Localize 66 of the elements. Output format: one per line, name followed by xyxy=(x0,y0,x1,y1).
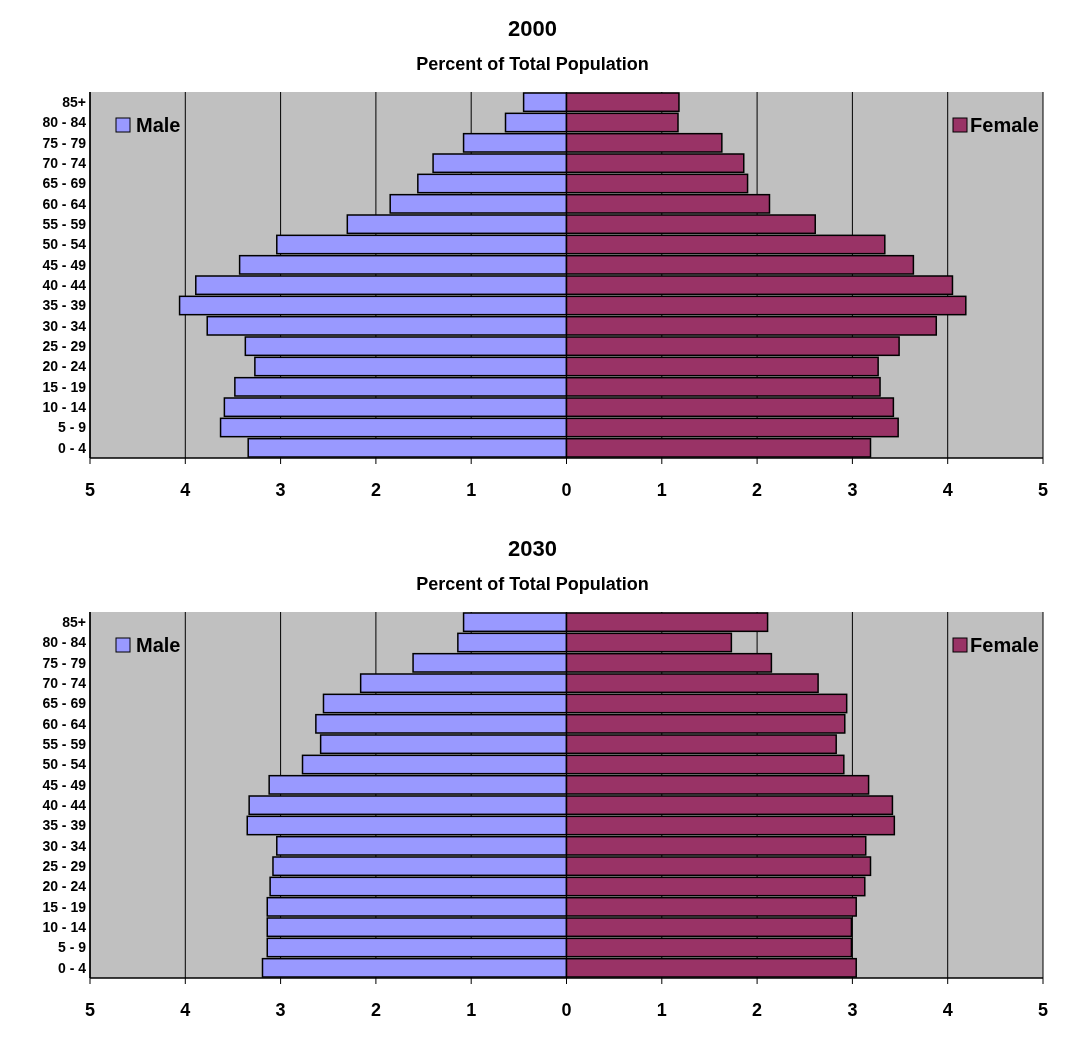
x-tick-label: 4 xyxy=(942,1000,953,1020)
x-tick-label: 2 xyxy=(752,480,763,500)
chart-title: 2000 xyxy=(508,16,557,41)
chart-title: 2030 xyxy=(508,536,557,561)
x-tick-label: 1 xyxy=(466,480,477,500)
y-tick-label: 40 - 44 xyxy=(42,277,87,294)
y-tick-label: 50 - 54 xyxy=(42,756,87,773)
y-tick-label: 5 - 9 xyxy=(57,939,87,956)
x-tick-label: 5 xyxy=(84,480,96,500)
y-tick-label: 15 - 19 xyxy=(42,378,87,395)
y-tick-label: 45 - 49 xyxy=(42,776,87,793)
y-tick-label: 50 - 54 xyxy=(42,236,87,253)
y-tick-label: 45 - 49 xyxy=(42,256,87,273)
y-tick-label: 10 - 14 xyxy=(42,919,87,936)
chart-subtitle: Percent of Total Population xyxy=(416,54,649,74)
y-tick-label: 35 - 39 xyxy=(42,297,87,314)
x-tick-label: 4 xyxy=(180,480,191,500)
y-tick-label: 20 - 24 xyxy=(42,878,87,895)
x-tick-label: 1 xyxy=(466,1000,477,1020)
y-tick-label: 0 - 4 xyxy=(57,959,87,976)
y-tick-label: 80 - 84 xyxy=(42,114,87,131)
x-tick-label: 1 xyxy=(656,480,667,500)
y-tick-label: 85+ xyxy=(62,614,86,631)
y-tick-label: 0 - 4 xyxy=(57,439,87,456)
x-tick-label: 2 xyxy=(370,480,381,500)
x-tick-label: 5 xyxy=(1037,480,1049,500)
y-tick-label: 10 - 14 xyxy=(42,399,87,416)
legend-label: Male xyxy=(136,114,181,136)
y-tick-label: 30 - 34 xyxy=(42,317,87,334)
y-tick-label: 60 - 64 xyxy=(42,195,87,212)
y-tick-label: 25 - 29 xyxy=(42,858,87,875)
y-tick-label: 70 - 74 xyxy=(42,675,87,692)
y-tick-label: 75 - 79 xyxy=(42,654,87,671)
x-tick-label: 3 xyxy=(275,1000,286,1020)
y-tick-label: 85+ xyxy=(62,94,86,111)
y-tick-label: 65 - 69 xyxy=(42,695,87,712)
y-tick-label: 30 - 34 xyxy=(42,837,87,854)
x-tick-label: 5 xyxy=(84,1000,96,1020)
x-tick-label: 3 xyxy=(847,480,858,500)
x-tick-label: 0 xyxy=(561,480,572,500)
legend-label: Female xyxy=(970,634,1039,656)
y-tick-label: 55 - 59 xyxy=(42,736,87,753)
x-tick-label: 4 xyxy=(180,1000,191,1020)
y-tick-label: 35 - 39 xyxy=(42,817,87,834)
x-tick-label: 2 xyxy=(370,1000,381,1020)
legend-label: Male xyxy=(136,634,181,656)
y-tick-label: 5 - 9 xyxy=(57,419,87,436)
x-tick-label: 5 xyxy=(1037,1000,1049,1020)
legend-label: Female xyxy=(970,114,1039,136)
y-tick-label: 80 - 84 xyxy=(42,634,87,651)
x-tick-label: 0 xyxy=(561,1000,572,1020)
chart-subtitle: Percent of Total Population xyxy=(416,574,649,594)
y-tick-label: 40 - 44 xyxy=(42,797,87,814)
y-tick-label: 65 - 69 xyxy=(42,175,87,192)
x-tick-label: 2 xyxy=(752,1000,763,1020)
x-tick-label: 4 xyxy=(942,480,953,500)
x-tick-label: 1 xyxy=(656,1000,667,1020)
y-tick-label: 20 - 24 xyxy=(42,358,87,375)
y-tick-label: 70 - 74 xyxy=(42,155,87,172)
y-tick-label: 25 - 29 xyxy=(42,338,87,355)
x-tick-label: 3 xyxy=(847,1000,858,1020)
y-tick-label: 15 - 19 xyxy=(42,898,87,915)
x-tick-label: 3 xyxy=(275,480,286,500)
y-tick-label: 55 - 59 xyxy=(42,216,87,233)
y-tick-label: 75 - 79 xyxy=(42,134,87,151)
y-tick-label: 60 - 64 xyxy=(42,715,87,732)
